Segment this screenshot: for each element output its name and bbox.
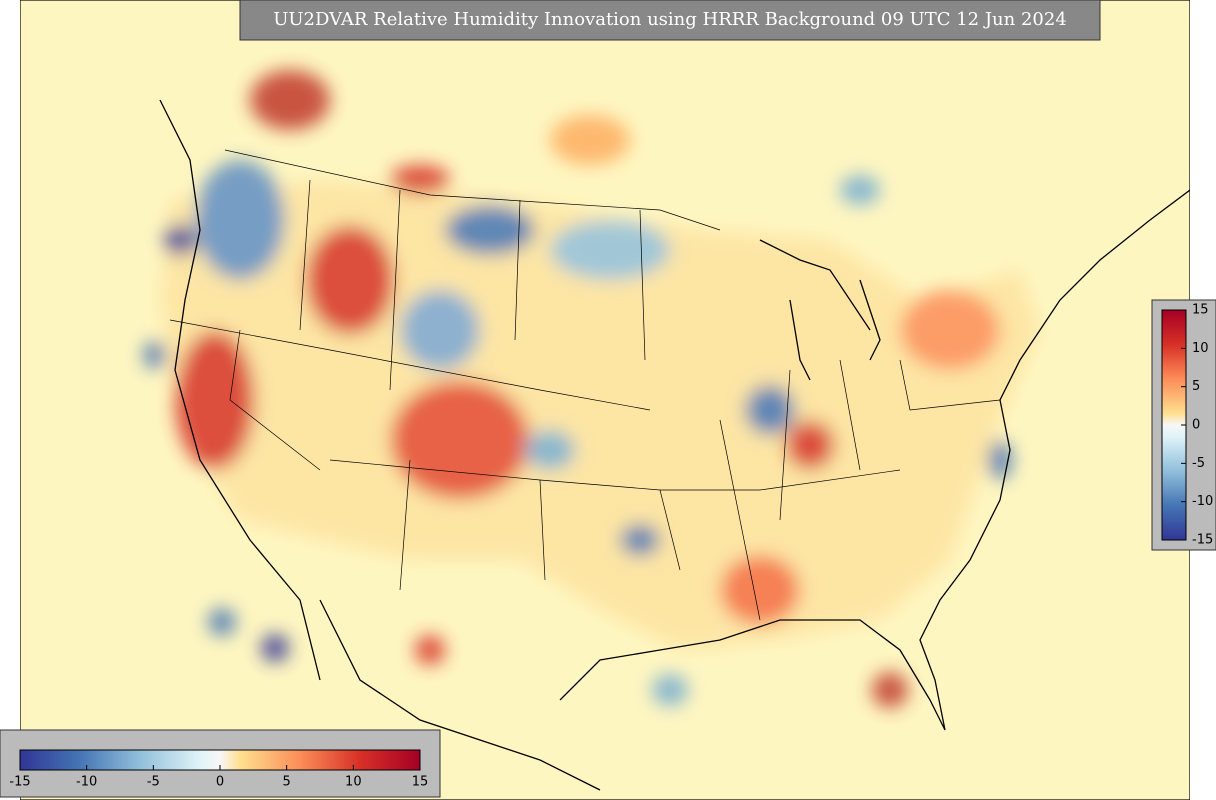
map — [20, 0, 1190, 800]
tick-label: 0 — [1192, 418, 1200, 433]
tick-label: 5 — [1192, 379, 1200, 394]
tick-label: -10 — [76, 775, 97, 790]
tick-label: -15 — [1192, 533, 1213, 548]
tick-label: 10 — [1192, 341, 1209, 356]
colorbar-ticks: 15 10 5 0 -5 -10 -15 -15 -10 -5 0 5 10 15 — [9, 303, 1213, 790]
tick-label: -10 — [1192, 494, 1213, 509]
tick-label: 15 — [1192, 303, 1209, 318]
tick-label: 5 — [283, 775, 291, 790]
coastlines — [159, 99, 1190, 791]
tick-label: -5 — [1192, 456, 1205, 471]
tick-label: -15 — [9, 775, 30, 790]
humidity-field — [143, 70, 1040, 708]
tick-label: 15 — [412, 775, 429, 790]
title: UU2DVAR Relative Humidity Innovation usi… — [273, 9, 1067, 30]
tick-label: 0 — [216, 775, 224, 790]
borders — [169, 149, 1001, 621]
tick-label: -5 — [147, 775, 160, 790]
tick-label: 10 — [345, 775, 362, 790]
title-box — [239, 0, 1101, 41]
